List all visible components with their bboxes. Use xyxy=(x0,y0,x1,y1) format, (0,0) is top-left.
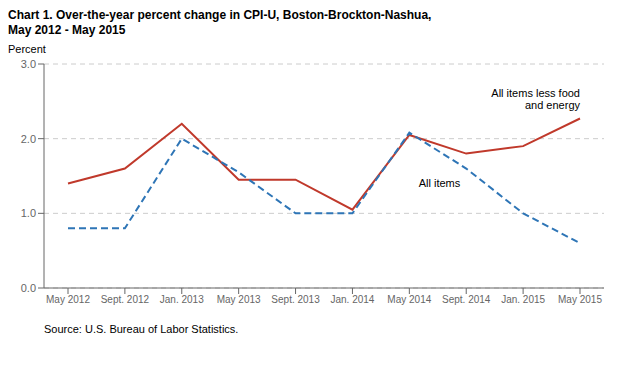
svg-text:1.0: 1.0 xyxy=(21,207,36,219)
html-text:May 2012 - May 2015: May 2012 - May 2015 xyxy=(8,23,126,37)
svg-text:Jan. 2013: Jan. 2013 xyxy=(160,294,204,305)
svg-text:Sept. 2012: Sept. 2012 xyxy=(101,294,150,305)
svg-text:Jan. 2014: Jan. 2014 xyxy=(330,294,374,305)
svg-text:All items less foodand energy: All items less foodand energy xyxy=(491,87,580,111)
html-text:Chart 1. Over-the-year percent: Chart 1. Over-the-year percent change in… xyxy=(8,8,432,22)
svg-text:May 2015: May 2015 xyxy=(558,294,602,305)
html-text:Percent: Percent xyxy=(8,43,46,55)
svg-text:Sept. 2013: Sept. 2013 xyxy=(271,294,320,305)
svg-text:May 2013: May 2013 xyxy=(217,294,261,305)
svg-text:All items: All items xyxy=(419,177,461,189)
svg-text:Jan. 2015: Jan. 2015 xyxy=(501,294,545,305)
svg-text:2.0: 2.0 xyxy=(21,133,36,145)
html-text:Source: U.S. Bureau of Labor S: Source: U.S. Bureau of Labor Statistics. xyxy=(44,323,239,335)
svg-text:0.0: 0.0 xyxy=(21,282,36,294)
svg-text:May 2014: May 2014 xyxy=(387,294,431,305)
svg-text:Sept. 2014: Sept. 2014 xyxy=(442,294,491,305)
svg-text:May 2012: May 2012 xyxy=(46,294,90,305)
svg-text:3.0: 3.0 xyxy=(21,58,36,70)
